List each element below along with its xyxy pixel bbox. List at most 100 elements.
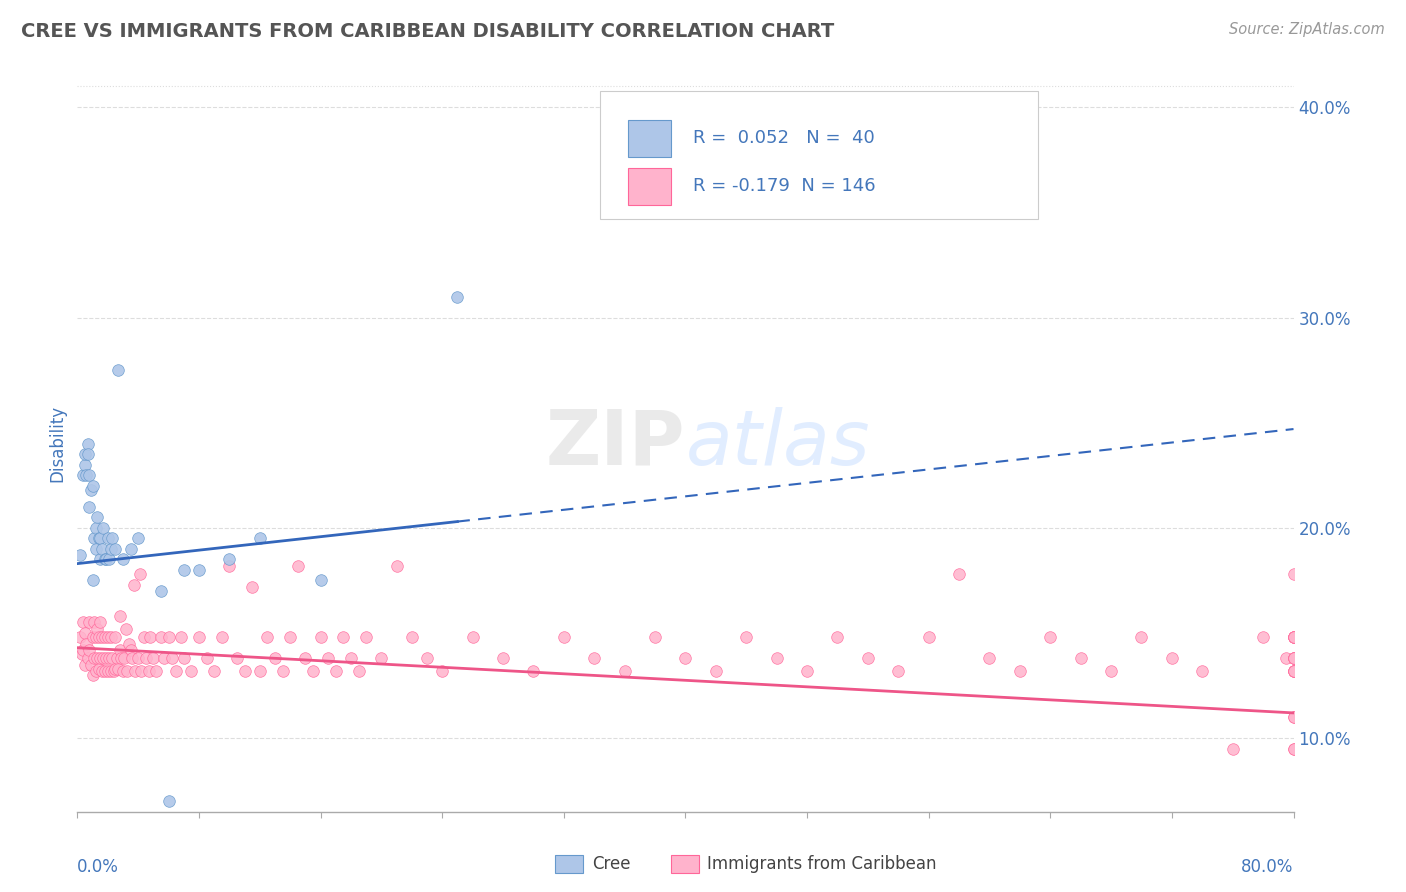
Point: [139, 630, 162, 644]
Point: [644, 630, 666, 644]
Point: [918, 630, 941, 644]
Point: [98, 651, 121, 665]
Point: [86, 622, 108, 636]
Point: [70, 647, 93, 661]
Point: [82, 668, 104, 682]
Point: [309, 630, 332, 644]
Point: [1282, 630, 1305, 644]
Point: [84, 521, 107, 535]
Point: [332, 630, 354, 644]
Y-axis label: Disability: Disability: [48, 405, 66, 483]
Point: [446, 289, 468, 303]
FancyBboxPatch shape: [628, 120, 671, 157]
Point: [1099, 664, 1122, 678]
Point: [80, 483, 103, 497]
Point: [1282, 651, 1305, 665]
Point: [1282, 651, 1305, 665]
Point: [149, 630, 172, 644]
Point: [1282, 630, 1305, 644]
Point: [79, 500, 101, 514]
Point: [264, 651, 287, 665]
Point: [1161, 651, 1184, 665]
Point: [1191, 664, 1213, 678]
Point: [325, 664, 347, 678]
Point: [124, 664, 146, 678]
Point: [256, 630, 278, 644]
Point: [122, 577, 145, 591]
Point: [195, 651, 218, 665]
Point: [89, 651, 111, 665]
Point: [69, 630, 91, 644]
Point: [347, 664, 370, 678]
Point: [69, 548, 91, 562]
Point: [188, 563, 211, 577]
Point: [704, 664, 727, 678]
Point: [492, 651, 515, 665]
Point: [796, 664, 818, 678]
Point: [128, 567, 150, 582]
Point: [108, 609, 131, 624]
Text: R =  0.052   N =  40: R = 0.052 N = 40: [693, 129, 875, 147]
Point: [1282, 710, 1305, 724]
Point: [675, 651, 697, 665]
Point: [765, 651, 787, 665]
Point: [120, 643, 142, 657]
Point: [302, 664, 325, 678]
Point: [101, 651, 124, 665]
Point: [73, 447, 96, 461]
Point: [157, 794, 180, 808]
Point: [100, 630, 122, 644]
Point: [93, 552, 115, 566]
Point: [226, 651, 249, 665]
Point: [83, 651, 105, 665]
Point: [72, 615, 94, 630]
Point: [218, 552, 240, 566]
Point: [89, 615, 111, 630]
Point: [105, 651, 128, 665]
Point: [72, 643, 94, 657]
Point: [134, 630, 156, 644]
Point: [1282, 630, 1305, 644]
Point: [827, 630, 849, 644]
Point: [165, 664, 187, 678]
Point: [1282, 741, 1305, 756]
Point: [1282, 664, 1305, 678]
Point: [278, 630, 301, 644]
Point: [87, 662, 110, 676]
Point: [117, 664, 139, 678]
Point: [153, 651, 176, 665]
Point: [430, 664, 453, 678]
Point: [249, 664, 271, 678]
Point: [1282, 664, 1305, 678]
Point: [887, 664, 910, 678]
Point: [1282, 741, 1305, 756]
Point: [129, 664, 152, 678]
Point: [149, 583, 172, 598]
Point: [104, 541, 127, 556]
Text: atlas: atlas: [686, 407, 870, 481]
Point: [98, 552, 121, 566]
Point: [173, 651, 195, 665]
Point: [96, 651, 118, 665]
Point: [73, 458, 96, 472]
Point: [294, 651, 316, 665]
Point: [180, 664, 202, 678]
Point: [1039, 630, 1062, 644]
Point: [97, 664, 120, 678]
Point: [83, 532, 105, 546]
Point: [97, 532, 120, 546]
Point: [114, 651, 136, 665]
Point: [90, 664, 112, 678]
Point: [233, 664, 256, 678]
Point: [948, 567, 970, 582]
Point: [240, 580, 263, 594]
Point: [107, 662, 129, 676]
Point: [90, 630, 112, 644]
Point: [79, 643, 101, 657]
Point: [82, 479, 104, 493]
Point: [416, 651, 439, 665]
Point: [316, 651, 339, 665]
Point: [104, 630, 127, 644]
Point: [111, 664, 134, 678]
Point: [138, 664, 160, 678]
